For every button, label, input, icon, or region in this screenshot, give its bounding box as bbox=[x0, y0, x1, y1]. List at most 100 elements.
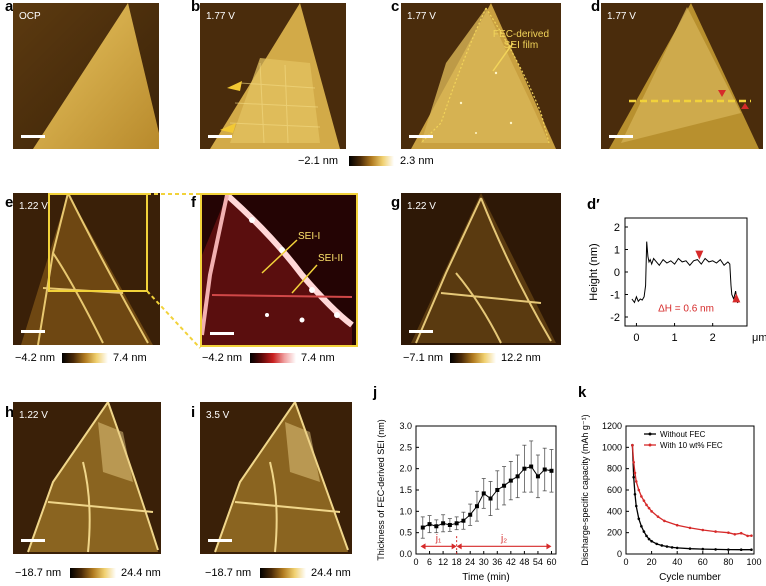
panel-e-condition: 1.22 V bbox=[19, 201, 48, 212]
height-profile-chart: -2 -1 0 1 2 0 1 2 μm Height (nm) ΔH = 0.6 nm bbox=[588, 217, 766, 344]
panel-d-letter: d bbox=[591, 0, 601, 15]
y-axis-label: Thickness of FEC-derived SEI (nm) bbox=[376, 419, 386, 561]
afm-image-e: 1.22 V bbox=[13, 193, 160, 345]
colorbar-top-min: −2.1 nm bbox=[298, 155, 339, 167]
panel-b-letter: b bbox=[191, 0, 201, 15]
thickness-line bbox=[422, 465, 552, 528]
panel-dprime-letter: d′ bbox=[587, 196, 600, 213]
afm-image-f: SEI-I SEI-II bbox=[200, 193, 358, 347]
data-point bbox=[655, 542, 659, 546]
data-point bbox=[535, 474, 540, 479]
data-point bbox=[632, 475, 635, 479]
colorbar-e bbox=[62, 353, 108, 363]
data-point bbox=[733, 532, 737, 536]
data-point bbox=[474, 504, 479, 509]
panel-i-condition: 3.5 V bbox=[206, 410, 230, 421]
height-profile-line bbox=[631, 241, 740, 304]
afm-image-b: 1.77 V bbox=[200, 3, 346, 149]
data-point bbox=[714, 530, 717, 533]
y-tick-label: 2.5 bbox=[399, 442, 412, 452]
scale-bar bbox=[409, 135, 433, 138]
data-point bbox=[631, 443, 634, 447]
colorbar-g-max: 12.2 nm bbox=[501, 352, 541, 364]
colorbar-i-max: 24.4 nm bbox=[311, 567, 351, 579]
afm-image-g: 1.22 V bbox=[401, 193, 561, 345]
x-tick-label: 30 bbox=[479, 557, 489, 567]
afm-image-a: OCP bbox=[13, 3, 159, 149]
y-tick-label: 200 bbox=[607, 528, 622, 538]
y-tick-label: 3.0 bbox=[399, 421, 412, 431]
y-tick-label: 1200 bbox=[602, 421, 622, 431]
data-point bbox=[739, 548, 743, 552]
afm-image-i: 3.5 V bbox=[200, 402, 352, 554]
data-point bbox=[508, 478, 513, 483]
panel-j-letter: j bbox=[373, 384, 378, 401]
x-tick-label: 36 bbox=[492, 557, 502, 567]
y-tick-label: 1000 bbox=[602, 442, 622, 452]
annotation-line-2: SEI film bbox=[503, 40, 539, 51]
colorbar-h bbox=[70, 568, 116, 578]
y-tick-label: 0 bbox=[617, 549, 622, 559]
data-point bbox=[642, 499, 646, 502]
data-point bbox=[670, 546, 674, 549]
data-point bbox=[647, 506, 651, 510]
y-tick-label: 0 bbox=[614, 267, 620, 279]
annotation-line-1: FEC-derived bbox=[492, 29, 550, 40]
colorbar-f-min: −4.2 nm bbox=[202, 352, 243, 364]
x-tick-label: 18 bbox=[452, 557, 462, 567]
data-point bbox=[640, 524, 643, 528]
data-point bbox=[441, 521, 446, 526]
data-point bbox=[675, 546, 679, 550]
panel-a-condition: OCP bbox=[19, 11, 41, 22]
data-point bbox=[515, 474, 520, 479]
data-point bbox=[645, 503, 648, 507]
scale-bar bbox=[409, 330, 433, 333]
panel-g-condition: 1.22 V bbox=[407, 201, 436, 212]
data-point bbox=[656, 515, 660, 518]
x-tick-label: 0 bbox=[623, 557, 628, 567]
x-tick-label: 0 bbox=[413, 557, 418, 567]
data-point bbox=[634, 504, 638, 508]
panel-h-letter: h bbox=[5, 404, 15, 421]
x-tick-label: 54 bbox=[533, 557, 543, 567]
colorbar-f bbox=[250, 353, 296, 363]
x-tick-label: 42 bbox=[506, 557, 516, 567]
data-point bbox=[647, 537, 651, 541]
legend-label: With 10 wt% FEC bbox=[660, 441, 723, 450]
x-tick-label: 60 bbox=[546, 557, 556, 567]
colorbar-e-min: −4.2 nm bbox=[15, 352, 56, 364]
data-point bbox=[675, 523, 679, 527]
x-tick-label: 20 bbox=[647, 557, 657, 567]
data-point bbox=[688, 547, 692, 550]
sei-1-label: SEI-I bbox=[298, 231, 321, 242]
sei-thickness-chart: 0.0 0.5 1.0 1.5 2.0 2.5 3.0 0 6 12 18 24 30 36 42 48 54 6… bbox=[376, 419, 557, 583]
data-point bbox=[688, 526, 692, 530]
marker-bottom-triangle bbox=[732, 293, 741, 303]
y-axis-label: Discharge-specific capacity (mAh g⁻¹) bbox=[580, 414, 590, 565]
data-point bbox=[714, 548, 717, 551]
data-point bbox=[632, 460, 635, 464]
data-point bbox=[461, 518, 466, 523]
x-tick-label: 24 bbox=[465, 557, 475, 567]
panel-f-letter: f bbox=[191, 194, 196, 211]
scale-bar bbox=[208, 539, 232, 542]
panel-d-condition: 1.77 V bbox=[607, 11, 636, 22]
data-point bbox=[420, 525, 425, 530]
y-tick-label: 1.0 bbox=[399, 506, 412, 516]
data-point bbox=[434, 524, 439, 529]
data-point bbox=[454, 521, 459, 526]
x-tick-label: 60 bbox=[698, 557, 708, 567]
data-point bbox=[637, 488, 641, 492]
data-point bbox=[502, 483, 507, 488]
panel-e-letter: e bbox=[5, 194, 14, 211]
x-axis-unit: μm bbox=[752, 332, 766, 344]
y-tick-label: -2 bbox=[610, 312, 620, 324]
y-tick-label: 0.5 bbox=[399, 528, 412, 538]
scale-bar bbox=[609, 135, 633, 138]
data-point bbox=[665, 545, 669, 548]
afm-image-c: 1.77 V FEC-derived SEI film bbox=[401, 3, 561, 149]
legend-label: Without FEC bbox=[660, 430, 706, 439]
data-point bbox=[746, 534, 749, 538]
y-tick-label: -1 bbox=[610, 290, 620, 302]
x-axis-label: Time (min) bbox=[462, 572, 509, 583]
